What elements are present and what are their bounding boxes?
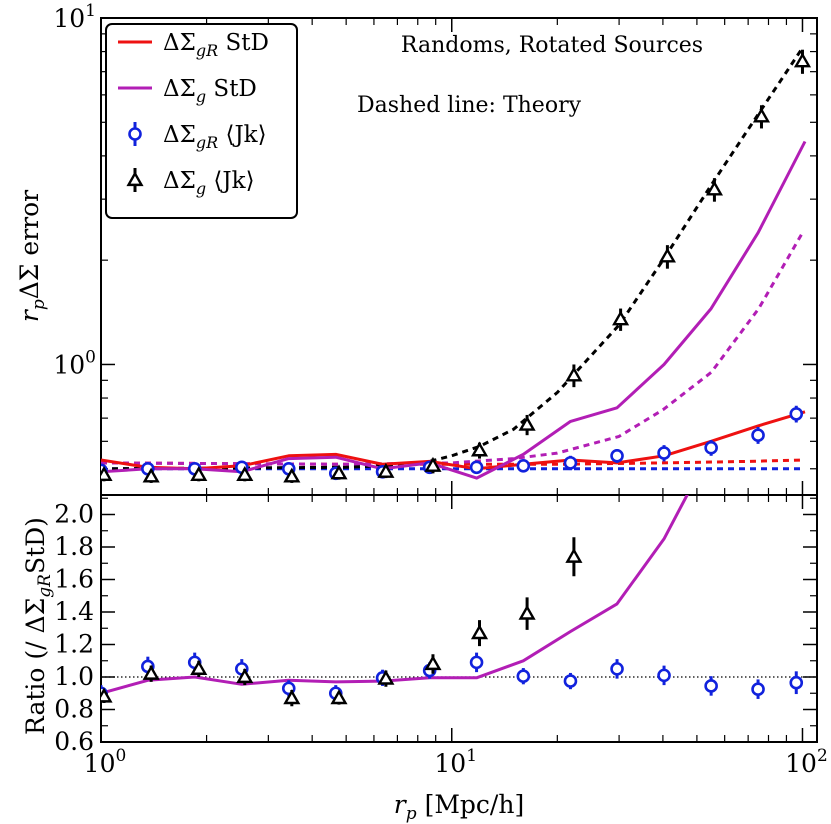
top-series-7-point: [793, 52, 812, 68]
legend-label: ΔΣg StD: [163, 76, 257, 106]
bottom-y-tick-label: 0.8: [54, 695, 94, 724]
bottom-series-2-point: [142, 664, 160, 680]
bottom-y-tick-label: 0.6: [54, 727, 94, 756]
bottom-series-1-point: [610, 662, 624, 676]
top-series-6-point: [704, 440, 718, 455]
bottom-y-tick-label: 2.0: [54, 500, 94, 529]
top-series-6-point: [657, 446, 671, 460]
bottom-y-tick-label: 1.2: [54, 630, 94, 659]
top-series-3-line: [101, 231, 804, 466]
top-series-7-point: [101, 465, 113, 481]
annotation-randoms: Randoms, Rotated Sources: [401, 33, 703, 58]
legend-label: ΔΣg ⟨Jk⟩: [163, 168, 255, 198]
bottom-series-1-point: [563, 674, 578, 688]
top-series-6-point: [789, 407, 804, 421]
top-series-7-point: [518, 415, 536, 431]
top-series-7-point: [142, 467, 160, 483]
top-y-axis-label: rpΔΣ error: [15, 190, 49, 322]
bottom-series-1-point: [751, 682, 765, 696]
x-tick-label: 100: [84, 746, 127, 778]
top-series-7-point: [705, 180, 724, 196]
legend: ΔΣgR StD ΔΣg StD ΔΣgR ⟨Jk⟩ ΔΣg ⟨Jk⟩: [105, 23, 298, 219]
bottom-y-tick-label: 1.4: [54, 597, 94, 626]
bottom-series-1-point: [704, 679, 718, 693]
bottom-series-0-line: [101, 495, 689, 695]
bottom-series-2-point: [565, 547, 583, 563]
top-series-7-point: [752, 107, 771, 123]
top-series-6-point: [563, 456, 578, 470]
bottom-y-tick-label: 1.0: [54, 662, 94, 691]
bottom-plot-frame: [100, 494, 818, 743]
top-y-tick-label: 101: [53, 1, 96, 33]
bottom-series-1-point: [657, 668, 671, 683]
legend-swatch-triangle: [126, 171, 144, 187]
bottom-series-1-point: [516, 669, 531, 683]
bottom-series-2-point: [330, 689, 348, 705]
bottom-y-tick-label: 1.6: [54, 565, 94, 594]
bottom-series-2-point: [377, 669, 395, 685]
top-series-7-point: [424, 456, 442, 472]
top-series-6-point: [610, 448, 624, 463]
bottom-series-2-point: [283, 689, 301, 705]
top-series-6-point: [516, 458, 531, 473]
top-series-7-point: [377, 462, 395, 478]
top-series-7-point: [236, 465, 254, 481]
top-series-7-point: [470, 441, 489, 457]
x-axis-label: rp [Mpc/h]: [394, 790, 524, 824]
bottom-series-2-point: [101, 687, 113, 703]
top-series-4-line: [101, 47, 804, 471]
x-tick-label: 101: [434, 746, 477, 778]
top-series-7-point: [283, 467, 301, 483]
top-series-7-point: [330, 464, 348, 480]
top-series-7-point: [612, 310, 630, 326]
bottom-series-2-point: [424, 655, 442, 671]
top-series-6-point: [751, 428, 765, 442]
bottom-y-tick-label: 1.8: [54, 532, 94, 561]
legend-swatch-circle: [128, 127, 142, 141]
bottom-series-1-point: [469, 655, 484, 670]
legend-box: [105, 23, 298, 219]
top-series-6-point: [469, 460, 484, 475]
top-series-1-line: [101, 140, 807, 480]
legend-label: ΔΣgR ⟨Jk⟩: [163, 122, 267, 152]
top-y-tick-label: 100: [53, 347, 96, 379]
top-series-0-line: [101, 410, 806, 471]
bottom-y-axis-label: Ratio (/ ΔΣgRStD): [21, 517, 55, 735]
annotation-theory: Dashed line: Theory: [357, 93, 582, 118]
top-series-7-point: [190, 465, 208, 481]
legend-label: ΔΣgR StD: [163, 30, 269, 60]
top-series-7-point: [565, 366, 583, 382]
bottom-series-1-point: [789, 675, 804, 690]
bottom-series-2-point: [470, 624, 489, 640]
top-series-7-point: [658, 247, 676, 263]
bottom-series-2-point: [518, 604, 536, 620]
bottom-series-2-point: [190, 659, 208, 675]
bottom-series-2-point: [236, 668, 254, 684]
x-tick-label: 102: [785, 746, 828, 778]
